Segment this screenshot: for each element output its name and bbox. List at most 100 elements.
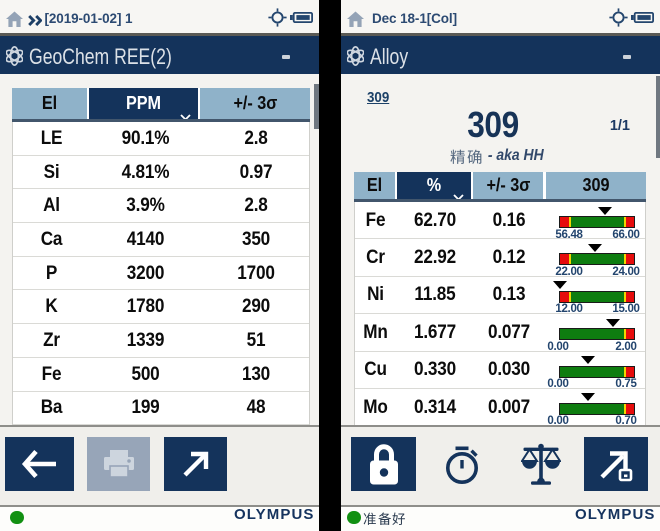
spec-max-label: 15.00 [612,303,640,316]
bar-zone [569,254,571,265]
element-value: 3.9% [126,194,165,217]
element-tolerance: 0.077 [487,320,531,343]
balance-scale-icon [521,443,561,485]
element-value: 500 [131,362,160,385]
element-tolerance: 130 [241,362,271,385]
column-label: El [41,93,58,113]
printer-icon [103,450,134,478]
spec-max-label: 0.70 [615,415,637,425]
match-subtitle-cn [450,149,482,165]
atom-icon [347,45,364,66]
column-header-percent-sorted[interactable]: % [397,172,471,202]
footer-strip: OLYMPUS [0,507,319,531]
timer-button[interactable] [441,437,483,491]
export-button[interactable] [164,437,227,491]
table-row-Al: Al 3.9% 2.8 [13,189,309,224]
column-header-grade[interactable]: 309 [546,172,646,199]
status-bar: [2019-01-02] 1 [0,0,319,33]
element-symbol: LE [40,126,63,149]
bar-zone [560,254,569,265]
minimize-dash[interactable] [282,55,290,59]
bar-zone [626,329,634,340]
chevron-down-icon [180,114,191,121]
value-marker-triangle [587,243,602,252]
element-value: 90.1% [121,126,170,149]
column-header-tolerance[interactable]: +/- 3σ [200,88,310,119]
double-chevron-right-icon[interactable] [28,15,42,26]
element-value: 11.85 [414,283,456,306]
element-tolerance: 290 [241,295,271,318]
pass-fail-bar [559,290,635,303]
element-value: 1339 [126,328,165,351]
bar-zone [626,291,634,302]
battery-icon [631,12,654,23]
table-row-Zr: Zr 1339 51 [13,324,309,358]
column-label: +/- 3σ [486,175,530,195]
home-icon[interactable] [346,11,364,27]
element-value: 199 [131,396,160,419]
results-content: 309 309 1/1 - aka HH El % +/- 3σ 309 Fe 6… [341,74,660,425]
arrow-up-right-icon [182,451,208,477]
pass-fail-bar [559,365,635,378]
pass-fail-bar [559,328,635,341]
bar-zone [560,291,569,302]
spec-range-bar: 0.00 0.70 [547,389,646,425]
stopwatch-icon [446,446,478,484]
grade-match-value: 309 [467,104,519,145]
element-symbol: Al [43,194,60,217]
cjk-char [467,149,482,164]
table-row-Si: Si 4.81% 0.97 [13,156,309,190]
gps-crosshair-icon [267,8,287,27]
column-header-tolerance[interactable]: +/- 3σ [473,172,543,199]
alloy-screen: Dec 18-1[Col] [341,0,660,531]
test-label: Dec 18-1[Col] [372,11,457,26]
table-row-Cr: Cr 22.92 0.12 22.00 24.00 [355,239,646,278]
column-label: 309 [582,175,610,195]
element-tolerance: 0.12 [492,246,526,269]
spec-range-bar: 0.00 2.00 [547,314,646,353]
spec-range-bar: 22.00 24.00 [547,239,646,278]
scrollbar-thumb[interactable] [313,84,319,129]
geochem-screen: [2019-01-02] 1 [0,0,319,531]
home-icon[interactable] [5,11,23,27]
lock-button[interactable] [351,437,416,491]
spec-max-label: 2.00 [615,340,637,353]
spec-range-bar: 0.00 0.75 [547,352,646,390]
results-content: El PPM +/- 3σ LE 90.1% 2.8 Si 4.81% 0.97 Al 3.9… [0,74,319,425]
bar-zone [624,254,626,265]
match-subtitle-alias: - aka HH [484,147,545,164]
spec-min-label: 22.00 [555,265,583,278]
column-header-ppm-sorted[interactable]: PPM [89,88,198,122]
element-value: 22.92 [413,246,457,269]
element-tolerance: 0.16 [492,208,526,231]
element-tolerance: 0.13 [492,283,526,306]
bar-zone [560,329,624,340]
pass-fail-bar [559,253,635,266]
element-symbol: Ni [367,283,384,306]
ready-status-dot [347,510,361,524]
element-value: 0.314 [413,395,457,418]
calibration-button[interactable] [519,437,563,491]
element-tolerance: 48 [246,396,266,419]
table-header: El % +/- 3σ 309 [354,172,646,202]
spec-range-bar: 12.00 15.00 [547,277,646,316]
bar-zone [624,366,626,377]
scrollbar-thumb[interactable] [655,76,660,158]
minimize-dash[interactable] [623,55,631,59]
print-button-disabled[interactable] [87,437,150,491]
column-label: % [426,175,442,195]
grade-link[interactable]: 309 [367,90,390,106]
bar-zone [560,366,624,377]
title-bar: Alloy [341,36,660,74]
column-header-el[interactable]: El [12,88,87,119]
export-button[interactable] [584,437,648,491]
table-row-Mn: Mn 1.677 0.077 0.00 2.00 [355,314,646,353]
spec-max-label: 66.00 [612,228,640,241]
battery-icon [290,12,313,23]
column-header-el[interactable]: El [354,172,395,199]
table-row-Fe: Fe 62.70 0.16 56.48 66.00 [355,202,645,241]
back-button[interactable] [5,437,74,491]
ready-status-dot [10,510,24,524]
bar-zone [624,403,626,414]
element-value: 4140 [126,227,165,250]
